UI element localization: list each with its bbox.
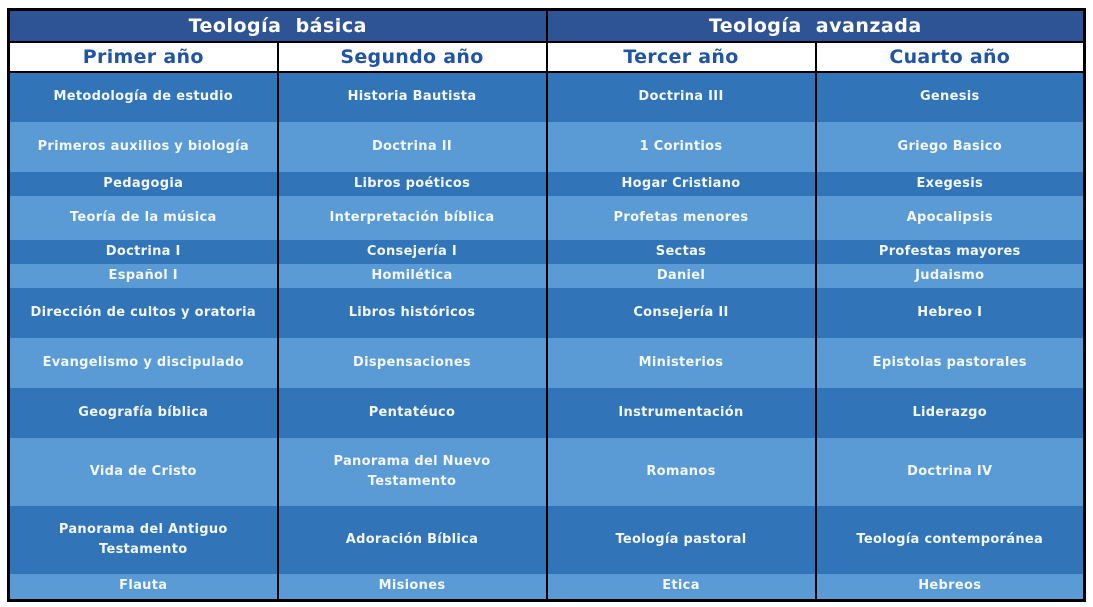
- course-cell: Evangelismo y discipulado: [7, 338, 279, 389]
- course-cell: Hebreos: [814, 574, 1086, 601]
- table-row: Pedagogia Libros poéticos Hogar Cristiano E…: [7, 172, 1086, 197]
- course-cell: Panorama del Antiguo Testamento: [7, 506, 279, 575]
- course-cell: Pentatéuco: [276, 388, 548, 439]
- course-cell: Romanos: [545, 438, 817, 507]
- table-row: Español I Homilética Daniel Judaismo: [7, 264, 1086, 289]
- year-header-primer: Primer año: [7, 41, 279, 73]
- course-cell: Doctrina IV: [814, 438, 1086, 507]
- course-cell: Teología pastoral: [545, 506, 817, 575]
- course-cell: Apocalipsis: [814, 196, 1086, 241]
- course-cell: Misiones: [276, 574, 548, 601]
- course-cell: Epistolas pastorales: [814, 338, 1086, 389]
- course-cell: Geografía bíblica: [7, 388, 279, 439]
- table-row: Teoría de la música Interpretación bíblic…: [7, 196, 1086, 241]
- course-cell: 1 Corintios: [545, 122, 817, 172]
- course-cell: Consejería II: [545, 288, 817, 339]
- course-cell: Español I: [7, 264, 279, 289]
- course-cell: Flauta: [7, 574, 279, 601]
- course-cell: Hogar Cristiano: [545, 172, 817, 197]
- course-cell: Daniel: [545, 264, 817, 289]
- table-row: Geografía bíblica Pentatéuco Instrumentaci…: [7, 388, 1086, 439]
- course-cell: Profestas mayores: [814, 240, 1086, 265]
- course-cell: Etica: [545, 574, 817, 601]
- table-row: Metodología de estudio Historia Bautista D…: [7, 72, 1086, 122]
- year-header-segundo: Segundo año: [276, 41, 548, 73]
- course-cell: Profetas menores: [545, 196, 817, 241]
- course-cell: Hebreo I: [814, 288, 1086, 339]
- course-cell: Consejería I: [276, 240, 548, 265]
- table-row: Dirección de cultos y oratoria Libros his…: [7, 288, 1086, 339]
- course-cell: Interpretación bíblica: [276, 196, 548, 241]
- course-cell: Panorama del Nuevo Testamento: [276, 438, 548, 507]
- course-cell: Pedagogia: [7, 172, 279, 197]
- table-row: Panorama del Antiguo Testamento Adoración…: [7, 506, 1086, 575]
- table-row: Primeros auxilios y biología Doctrina II 1…: [7, 122, 1086, 172]
- course-cell: Exegesis: [814, 172, 1086, 197]
- year-header-tercer: Tercer año: [545, 41, 817, 73]
- year-header-row: Primer año Segundo año Tercer año Cuarto…: [7, 41, 1086, 73]
- table-row: Evangelismo y discipulado Dispensaciones M…: [7, 338, 1086, 389]
- section-header-basica: Teología básica: [7, 9, 548, 43]
- table-row: Vida de Cristo Panorama del Nuevo Testame…: [7, 438, 1086, 507]
- course-cell: Griego Basico: [814, 122, 1086, 172]
- course-cell: Libros poéticos: [276, 172, 548, 197]
- course-cell: Metodología de estudio: [7, 72, 279, 122]
- course-cell: Homilética: [276, 264, 548, 289]
- year-header-cuarto: Cuarto año: [814, 41, 1086, 73]
- course-cell: Judaismo: [814, 264, 1086, 289]
- course-cell: Vida de Cristo: [7, 438, 279, 507]
- course-table-body: Metodología de estudio Historia Bautista D…: [7, 72, 1086, 601]
- course-cell: Dispensaciones: [276, 338, 548, 389]
- section-header-row: Teología básica Teología avanzada: [7, 9, 1086, 43]
- table-row: Flauta Misiones Etica Hebreos: [7, 574, 1086, 601]
- course-cell: Ministerios: [545, 338, 817, 389]
- course-cell: Historia Bautista: [276, 72, 548, 122]
- course-cell: Primeros auxilios y biología: [7, 122, 279, 172]
- course-cell: Teología contemporánea: [814, 506, 1086, 575]
- course-cell: Adoración Bíblica: [276, 506, 548, 575]
- section-header-avanzada: Teología avanzada: [545, 9, 1086, 43]
- course-cell: Doctrina II: [276, 122, 548, 172]
- course-cell: Libros históricos: [276, 288, 548, 339]
- curriculum-table: Teología básica Teología avanzada Primer…: [7, 8, 1086, 602]
- course-cell: Sectas: [545, 240, 817, 265]
- course-cell: Doctrina I: [7, 240, 279, 265]
- course-cell: Teoría de la música: [7, 196, 279, 241]
- table-row: Doctrina I Consejería I Sectas Profestas ma…: [7, 240, 1086, 265]
- course-cell: Doctrina III: [545, 72, 817, 122]
- course-cell: Genesis: [814, 72, 1086, 122]
- course-cell: Liderazgo: [814, 388, 1086, 439]
- course-cell: Instrumentación: [545, 388, 817, 439]
- course-cell: Dirección de cultos y oratoria: [7, 288, 279, 339]
